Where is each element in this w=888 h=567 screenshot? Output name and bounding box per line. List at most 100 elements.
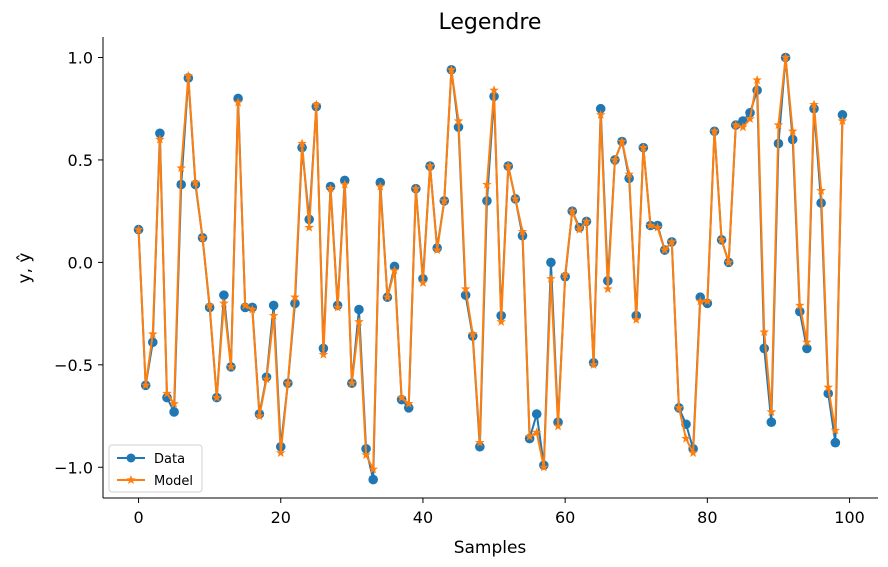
model-point: [773, 120, 784, 130]
model-point: [418, 277, 428, 287]
model-point: [759, 327, 769, 337]
legend-model-label: Model: [154, 474, 193, 489]
model-point: [496, 316, 506, 326]
model-point: [688, 447, 698, 457]
model-point: [261, 374, 272, 384]
model-point: [823, 382, 833, 392]
x-ticks: 0 20 40 60 80 100: [133, 498, 865, 527]
model-point: [375, 181, 386, 191]
model-point: [581, 216, 592, 226]
data-point: [830, 437, 841, 448]
model-point: [254, 411, 265, 421]
model-point: [567, 206, 578, 216]
data-point: [759, 343, 770, 354]
model-point: [624, 169, 634, 179]
model-point: [226, 361, 236, 371]
x-tick-label: 80: [697, 508, 717, 527]
model-point: [183, 70, 194, 80]
model-point: [610, 154, 620, 164]
model-point: [595, 109, 606, 119]
legend-data-label: Data: [154, 452, 185, 467]
model-point: [546, 273, 556, 283]
model-point: [197, 232, 208, 242]
data-point: [802, 343, 812, 354]
model-point: [745, 113, 755, 123]
model-point: [631, 314, 642, 324]
model-point: [403, 398, 414, 408]
data-point: [155, 128, 165, 139]
series-data: [133, 52, 848, 485]
model-point: [752, 75, 762, 85]
x-tick-label: 40: [413, 508, 433, 527]
model-point: [503, 161, 514, 171]
model-point: [489, 85, 499, 95]
model-point: [283, 378, 293, 388]
model-point: [133, 224, 144, 234]
model-point: [176, 163, 186, 173]
model-point: [140, 380, 151, 390]
model-point: [204, 300, 215, 310]
model-point: [539, 462, 549, 472]
model-point: [830, 425, 841, 435]
data-point: [354, 304, 364, 315]
data-point: [219, 290, 229, 300]
model-point: [702, 296, 713, 306]
data-point: [595, 103, 606, 114]
y-tick-label: −0.5: [54, 356, 93, 375]
model-point: [795, 300, 805, 310]
model-point: [325, 183, 336, 193]
model-point: [723, 257, 734, 267]
chart-title: Legendre: [439, 10, 542, 35]
model-point: [475, 437, 485, 447]
model-point: [290, 292, 300, 302]
data-point: [268, 300, 279, 311]
x-tick-label: 20: [271, 508, 291, 527]
model-point: [652, 222, 663, 232]
y-axis-label: y, ŷ: [15, 253, 35, 284]
model-point: [524, 431, 535, 441]
model-point: [802, 337, 812, 347]
model-point: [190, 177, 201, 187]
model-point: [603, 284, 613, 294]
model-point: [667, 236, 677, 246]
model-point: [645, 220, 656, 230]
model-point: [780, 52, 791, 62]
legend: Data Model: [108, 444, 203, 493]
model-point: [304, 222, 314, 232]
series-model: [133, 52, 848, 474]
model-point: [553, 421, 563, 431]
y-ticks: −1.0 −0.5 0.0 0.5 1.0: [54, 48, 103, 477]
model-point: [681, 433, 691, 443]
model-point: [233, 97, 243, 107]
model-point: [467, 329, 478, 339]
model-point: [574, 224, 585, 234]
series-line-model: [137, 56, 844, 471]
data-point: [837, 110, 848, 120]
model-point: [766, 406, 777, 416]
model-point: [738, 122, 748, 132]
y-tick-label: −1.0: [54, 458, 93, 477]
legend-data-marker: [126, 453, 136, 463]
model-point: [659, 245, 670, 255]
x-tick-label: 0: [133, 508, 143, 527]
model-point: [382, 292, 393, 302]
model-point: [510, 193, 521, 203]
data-point: [766, 417, 777, 427]
model-point: [339, 179, 350, 189]
model-point: [219, 298, 229, 308]
model-point: [482, 179, 492, 189]
model-point: [247, 304, 258, 314]
model-point: [212, 392, 222, 402]
model-point: [297, 138, 307, 148]
model-point: [709, 126, 720, 136]
model-point: [809, 99, 819, 109]
model-point: [332, 302, 343, 312]
model-point: [276, 447, 286, 457]
model-point: [517, 226, 528, 236]
model-point: [162, 388, 172, 398]
model-point: [617, 136, 627, 146]
model-point: [439, 195, 450, 205]
model-point: [268, 310, 279, 320]
model-point: [368, 464, 378, 474]
